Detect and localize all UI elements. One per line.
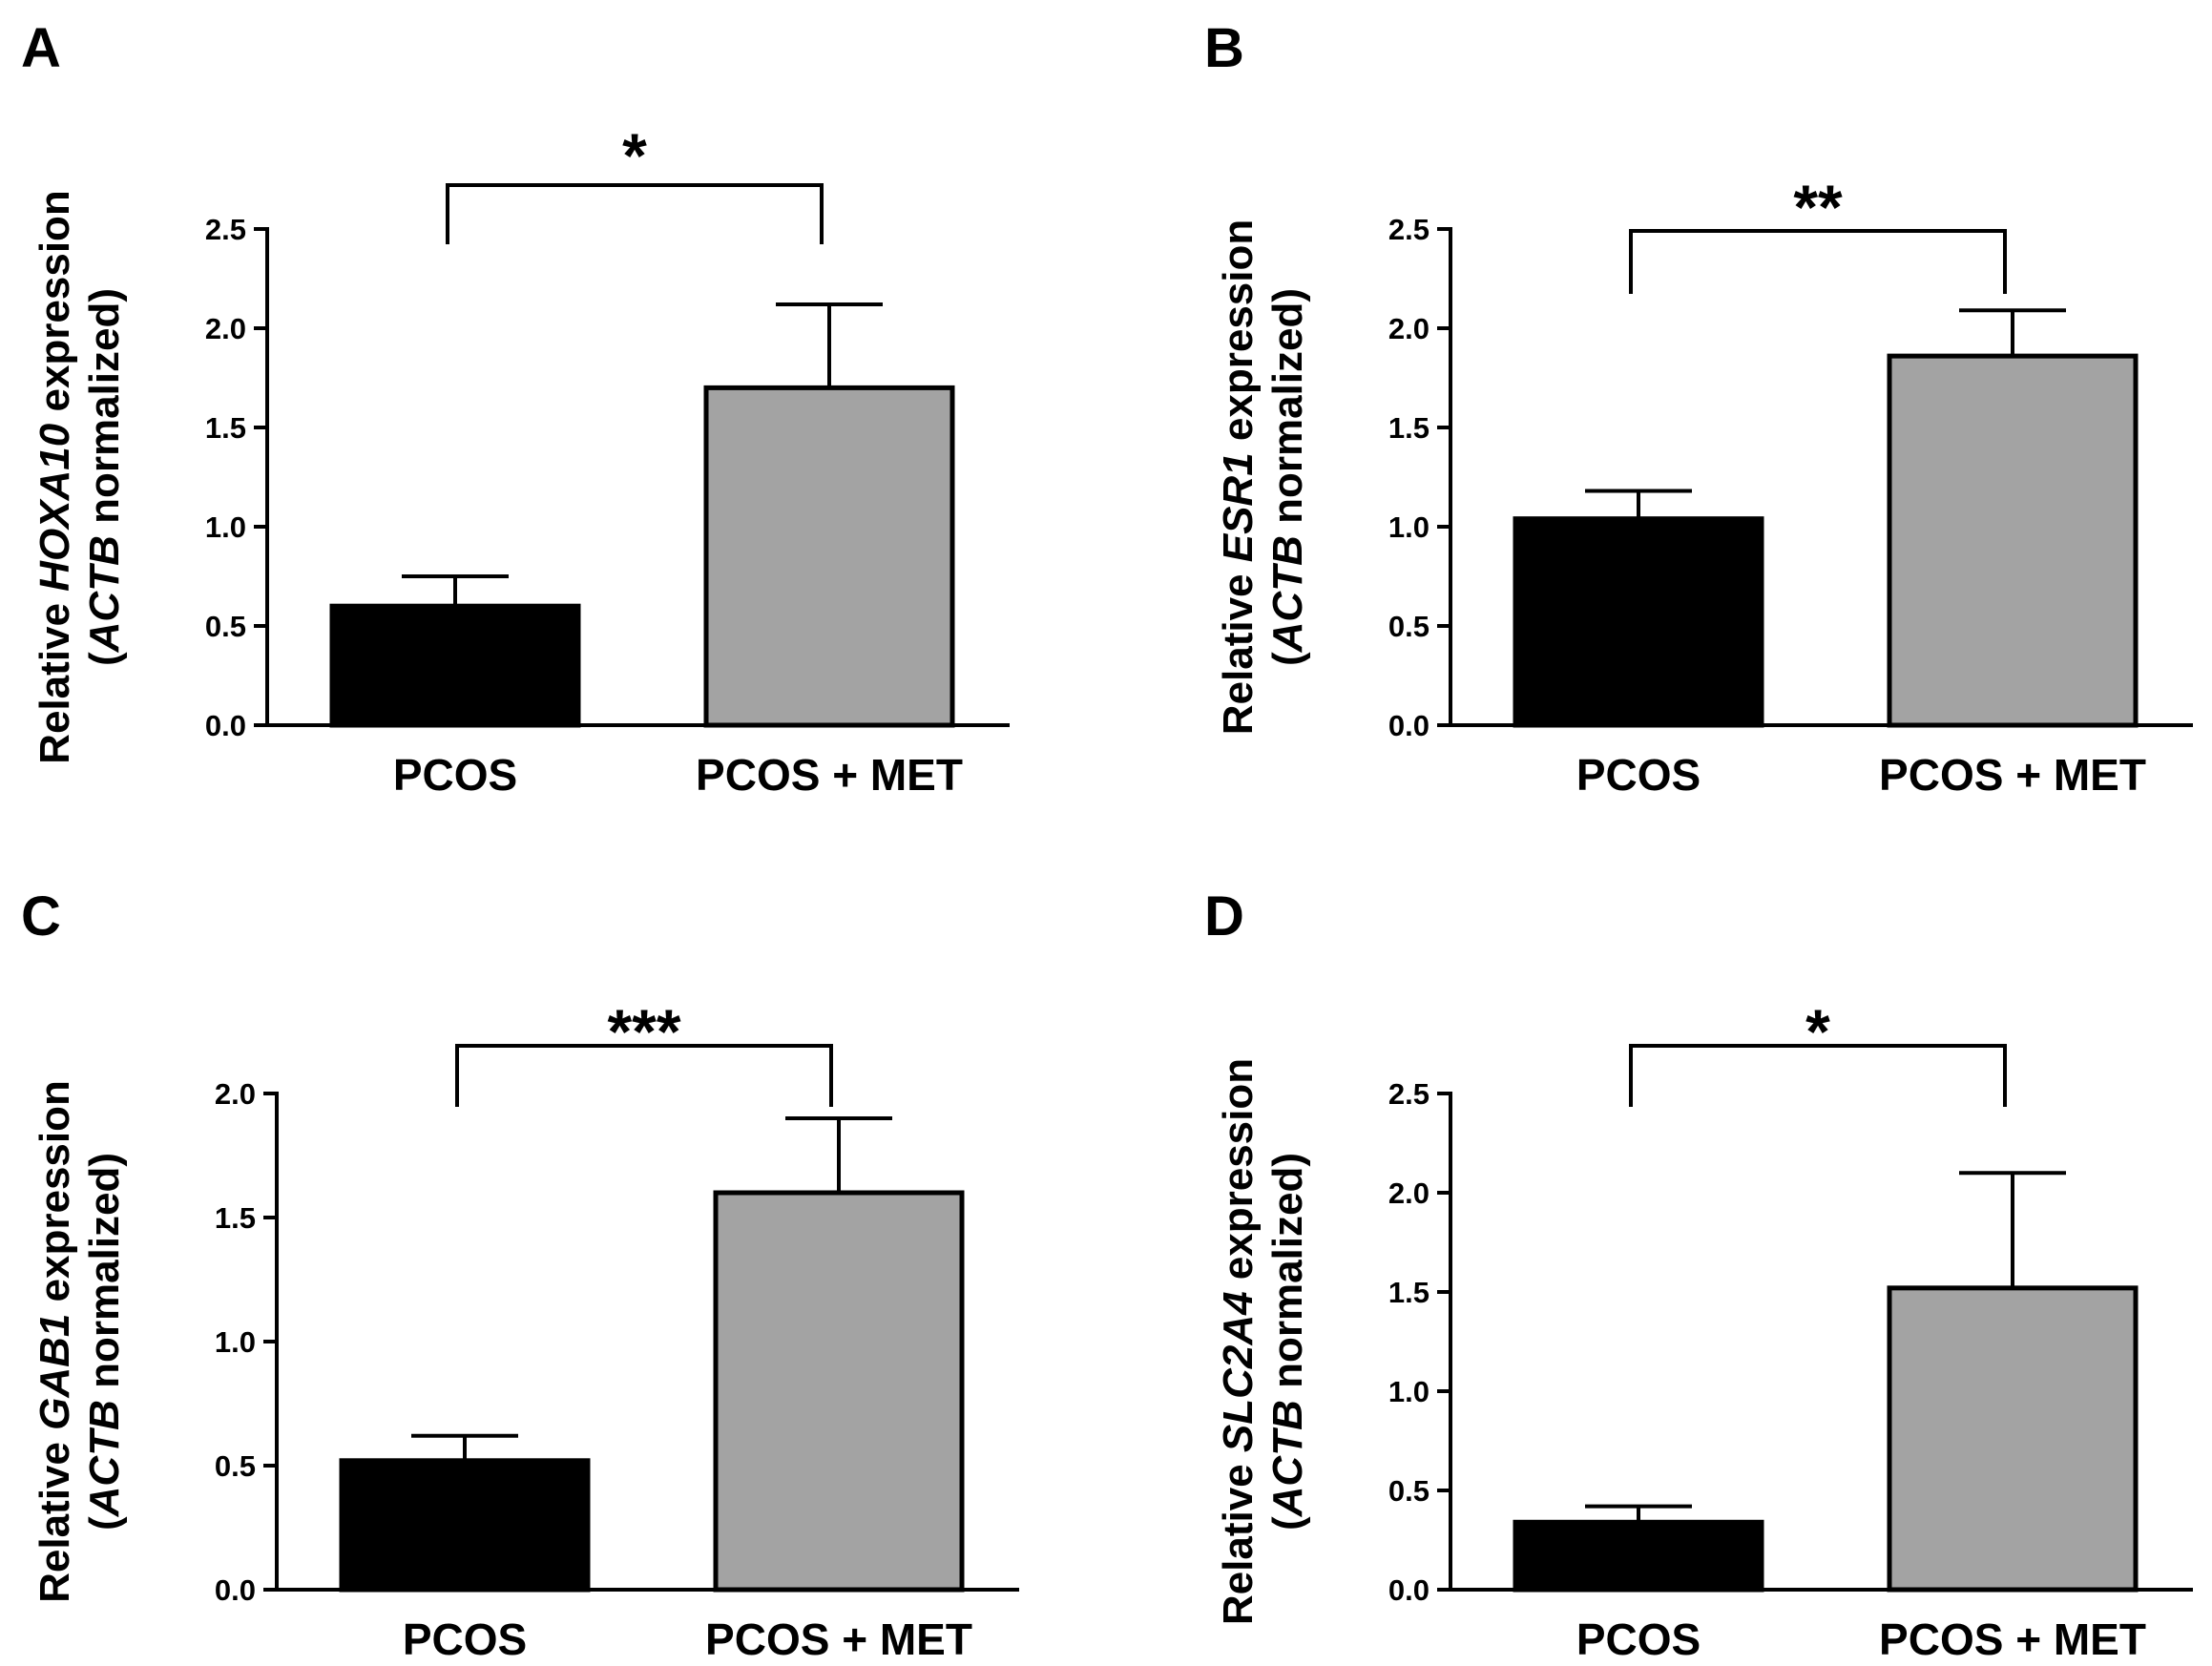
bar-pcos-met <box>713 1190 965 1593</box>
y-tick-label: 1.0 <box>1388 510 1429 544</box>
significance-label: * <box>622 120 647 191</box>
ylabel-post: expression <box>1215 219 1262 453</box>
y-tick-label: 2.5 <box>1388 213 1429 246</box>
significance-label: ** <box>1793 172 1843 242</box>
y-tick-label: 0.0 <box>1388 1573 1429 1607</box>
y-tick-label: 1.0 <box>1388 1375 1429 1408</box>
y-tick-label: 0.5 <box>1388 1474 1429 1508</box>
category-label: PCOS + MET <box>705 1614 972 1664</box>
y-tick-label: 2.0 <box>1388 1177 1429 1210</box>
bar-pcos-met <box>1887 353 2139 728</box>
ylabel-rest: normalized) <box>81 1153 128 1400</box>
significance-bracket <box>1629 1044 2007 1107</box>
ylabel-gene: ESR1 <box>1215 452 1262 562</box>
significance-bracket <box>1629 229 2007 294</box>
panel-letter: C <box>21 885 61 948</box>
y-tick-label: 1.5 <box>1388 411 1429 445</box>
y-tick-label: 0.0 <box>205 709 246 742</box>
ylabel-open: ( <box>81 1516 128 1531</box>
y-tick-label: 0.5 <box>215 1449 256 1483</box>
y-tick-label: 2.5 <box>1388 1077 1429 1111</box>
y-axis-label-line2: (ACTB normalized) <box>1264 288 1311 666</box>
category-label: PCOS + MET <box>1879 1614 2146 1664</box>
ylabel-open: ( <box>1264 652 1311 666</box>
category-label: PCOS + MET <box>1879 750 2146 800</box>
ylabel-post: expression <box>1215 1058 1262 1292</box>
bar-pcos <box>1513 516 1764 728</box>
y-axis-label-line2: (ACTB normalized) <box>81 288 128 666</box>
y-tick-label: 2.0 <box>1388 312 1429 345</box>
category-label: PCOS <box>1576 750 1701 800</box>
ylabel-ref: ACTB <box>81 535 128 653</box>
ylabel-ref: ACTB <box>1264 535 1311 653</box>
y-tick-label: 0.0 <box>1388 709 1429 742</box>
ylabel-gene: GAB1 <box>31 1314 78 1430</box>
y-axis-label-line1: Relative HOXA10 expression <box>31 190 78 764</box>
y-tick-label: 0.5 <box>1388 610 1429 643</box>
bar-pcos <box>329 603 581 728</box>
category-label: PCOS <box>1576 1614 1701 1664</box>
panel-letter: A <box>21 17 61 79</box>
ylabel-post: expression <box>31 190 78 424</box>
y-tick-label: 1.0 <box>215 1325 256 1359</box>
y-tick-label: 1.0 <box>205 510 246 544</box>
y-tick-label: 1.5 <box>1388 1276 1429 1309</box>
significance-bracket <box>446 183 824 244</box>
category-label: PCOS <box>403 1614 527 1664</box>
bar-pcos <box>339 1458 591 1593</box>
y-axis-label-line1: Relative ESR1 expression <box>1215 219 1262 736</box>
significance-label: *** <box>607 996 680 1067</box>
ylabel-ref: ACTB <box>81 1400 128 1517</box>
panel-letter: D <box>1204 885 1244 948</box>
category-label: PCOS + MET <box>696 750 963 800</box>
y-tick-label: 2.0 <box>205 312 246 345</box>
bar-pcos-met <box>1887 1285 2139 1593</box>
ylabel-rest: normalized) <box>1264 1153 1311 1400</box>
ylabel-pre: Relative <box>31 1430 78 1603</box>
y-axis-label-line1: Relative SLC2A4 expression <box>1215 1058 1262 1625</box>
significance-bracket <box>455 1044 833 1107</box>
bar-pcos <box>1513 1519 1764 1593</box>
ylabel-rest: normalized) <box>81 288 128 535</box>
ylabel-post: expression <box>31 1080 78 1314</box>
ylabel-pre: Relative <box>31 592 78 764</box>
bar-pcos-met <box>703 385 955 728</box>
y-tick-label: 1.5 <box>215 1201 256 1235</box>
y-axis-label-line2: (ACTB normalized) <box>1264 1153 1311 1531</box>
ylabel-gene: HOXA10 <box>31 423 78 592</box>
y-axis-label-line2: (ACTB normalized) <box>81 1153 128 1531</box>
y-tick-label: 1.5 <box>205 411 246 445</box>
ylabel-open: ( <box>1264 1516 1311 1531</box>
panel-letter: B <box>1204 17 1244 79</box>
y-tick-label: 0.5 <box>205 610 246 643</box>
category-label: PCOS <box>393 750 517 800</box>
ylabel-pre: Relative <box>1215 1452 1262 1625</box>
ylabel-gene: SLC2A4 <box>1215 1291 1262 1452</box>
ylabel-rest: normalized) <box>1264 288 1311 535</box>
ylabel-open: ( <box>81 652 128 666</box>
y-tick-label: 2.0 <box>215 1077 256 1111</box>
y-tick-label: 0.0 <box>215 1573 256 1607</box>
ylabel-pre: Relative <box>1215 562 1262 735</box>
y-axis-label-line1: Relative GAB1 expression <box>31 1080 78 1603</box>
y-tick-label: 2.5 <box>205 213 246 246</box>
significance-label: * <box>1805 996 1830 1067</box>
ylabel-ref: ACTB <box>1264 1400 1311 1517</box>
